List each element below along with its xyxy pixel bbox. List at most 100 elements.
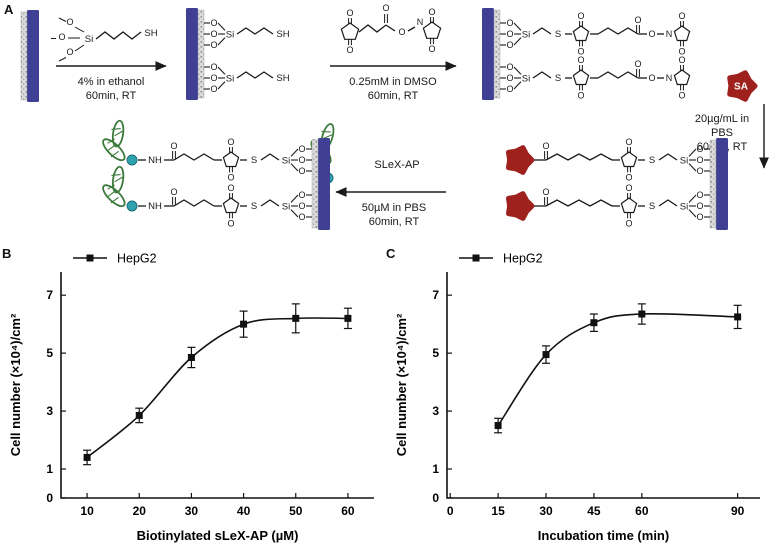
scheme-text: O: [506, 29, 513, 39]
data-curve: [497, 313, 738, 427]
scheme-text: O: [577, 46, 584, 56]
glass-slide: [482, 8, 494, 100]
imide-ring: [673, 25, 691, 42]
bond: [217, 66, 226, 75]
bond: [290, 163, 299, 172]
y-tick-label: 3: [46, 404, 53, 418]
step2-conditions: 60min, RT: [368, 90, 419, 102]
scheme-text: Si: [680, 202, 688, 213]
bond: [217, 37, 226, 46]
bond: [58, 17, 67, 22]
bond: [74, 26, 85, 33]
scheme-text: O: [648, 29, 655, 39]
bond: [407, 26, 416, 32]
legend-marker: [86, 254, 94, 262]
scheme-text: O: [210, 84, 217, 94]
data-point: [83, 453, 91, 461]
scheme-text: O: [298, 201, 305, 211]
imide-ring: [620, 151, 638, 168]
data-point: [240, 320, 248, 328]
chart-panel-c: 0 15 30 45 60 90 0 1 3 5 7 Incubation time (min) Cel…: [394, 252, 760, 543]
scheme-text: O: [678, 11, 685, 21]
scheme-text: Si: [522, 74, 530, 85]
scheme-text: N: [666, 29, 673, 39]
scheme-text: SH: [144, 28, 157, 39]
scheme-text: O: [506, 40, 513, 50]
scheme-text: O: [696, 144, 703, 154]
scheme-text: O: [625, 218, 632, 228]
bond-chain: [260, 199, 280, 207]
scheme-text: O: [577, 11, 584, 21]
data-point: [734, 313, 742, 321]
bond-chain: [236, 71, 274, 79]
scheme-text: O: [346, 8, 353, 18]
step3-conditions: PBS: [711, 127, 733, 139]
bond: [513, 66, 522, 75]
imide-ring: [572, 25, 590, 42]
scheme-text: O: [298, 144, 305, 154]
y-tick-label: 3: [432, 404, 439, 418]
data-point: [638, 310, 646, 318]
data-point: [187, 353, 195, 361]
legend-marker: [472, 254, 480, 262]
scheme-text: O: [542, 141, 549, 151]
bond-chain: [545, 199, 613, 207]
slex-ap-label: SLeX-AP: [374, 159, 419, 171]
scheme-text: O: [634, 15, 641, 25]
bond-chain: [545, 153, 613, 161]
scheme-text: O: [398, 27, 405, 37]
bond-chain: [532, 71, 552, 79]
scheme-text: Si: [522, 30, 530, 41]
scheme-text: O: [58, 32, 65, 42]
streptavidin-blob: [506, 145, 535, 175]
scheme-text: Si: [282, 156, 290, 167]
bond: [74, 44, 85, 52]
y-tick-label: 1: [46, 462, 53, 476]
bond: [513, 81, 522, 90]
scheme-text: O: [298, 190, 305, 200]
axes: [446, 272, 760, 499]
scheme-text: O: [625, 183, 632, 193]
scheme-text: S: [251, 201, 257, 212]
x-tick-label: 45: [587, 504, 601, 518]
step4-conditions: 60min, RT: [369, 216, 420, 228]
imide-ring: [572, 69, 590, 86]
bond-chain: [95, 31, 142, 40]
data-point: [542, 351, 550, 359]
scheme-text: O: [298, 212, 305, 222]
aptamer-glyph: [102, 165, 126, 208]
step1-conditions: 4% in ethanol: [78, 76, 145, 88]
bond-chain: [260, 153, 280, 161]
x-tick-label: 10: [80, 504, 94, 518]
panel-c-label: C: [386, 246, 396, 261]
data-curve: [86, 317, 348, 459]
scheme-text: O: [577, 55, 584, 65]
scheme-text: O: [210, 18, 217, 28]
chart-panel-b: 10 20 30 40 50 60 0 1 3 5 7 Biotinylated sLeX-AP (µ…: [8, 252, 374, 543]
scheme-text: O: [634, 59, 641, 69]
functionalized-surface: [493, 9, 501, 99]
axes: [60, 272, 374, 499]
scheme-text: O: [625, 172, 632, 182]
y-tick-label: 0: [432, 491, 439, 505]
scheme-text: O: [678, 55, 685, 65]
scheme-text: O: [696, 166, 703, 176]
bond-chain: [597, 71, 639, 79]
scheme-text: O: [678, 90, 685, 100]
scheme-text: S: [251, 155, 257, 166]
scheme-text: O: [170, 141, 177, 151]
functionalized-surface: [20, 11, 28, 101]
scheme-text: NH: [148, 201, 162, 212]
scheme-text: O: [696, 212, 703, 222]
panel-a-label: A: [4, 2, 14, 17]
x-tick-label: 50: [289, 504, 303, 518]
scheme-text: N: [666, 73, 673, 83]
imide-ring: [673, 69, 691, 86]
data-point: [292, 314, 300, 322]
scheme-text: O: [66, 17, 73, 27]
scheme-text: O: [696, 155, 703, 165]
x-axis-title: Biotinylated sLeX-AP (µM): [137, 528, 299, 543]
scheme-text: S: [649, 155, 655, 166]
streptavidin-blob: [727, 70, 758, 102]
